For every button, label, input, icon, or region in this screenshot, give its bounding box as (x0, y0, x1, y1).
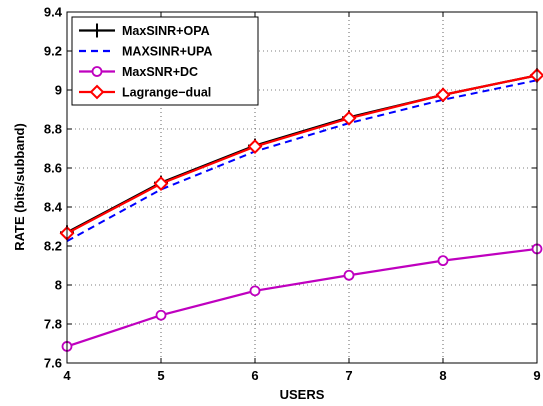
data-point-lagrange-dual (153, 176, 169, 192)
x-tick-label: 5 (157, 368, 164, 383)
legend-label-maxsinr-upa: MAXSINR+UPA (122, 45, 212, 59)
series-line-maxsnr-dc (66, 247, 538, 348)
data-point-lagrange-dual (341, 110, 357, 126)
x-tick-label: 9 (533, 368, 540, 383)
data-point-maxsnr-dc (249, 285, 261, 297)
plot-frame (66, 11, 538, 364)
legend-marker-maxsnr-dc (91, 66, 103, 77)
y-axis-title: RATE (bits/subband) (12, 123, 27, 251)
series-line-maxsinr-upa (66, 79, 538, 243)
x-tick-label: 4 (63, 368, 71, 383)
x-tick-label: 8 (439, 368, 446, 383)
legend-label-maxsnr-dc: MaxSNR+DC (122, 65, 198, 79)
series-line-lagrange-dual (66, 74, 538, 235)
legend-marker-lagrange-dual (89, 84, 105, 100)
y-tick-label: 9.4 (44, 5, 63, 20)
y-tick-label: 8 (55, 278, 62, 293)
series-lines (59, 67, 543, 352)
y-tick-label: 8.8 (44, 122, 62, 137)
y-tick-label: 8.6 (44, 161, 62, 176)
legend-label-maxsinr-opa: MaxSINR+OPA (122, 24, 210, 38)
y-tick-label: 8.2 (44, 239, 62, 254)
y-tick-label: 9.2 (44, 44, 62, 59)
legend: MaxSINR+OPA MAXSINR+UPA MaxSNR+DC Lagrange−… (71, 16, 259, 106)
grid (67, 12, 537, 363)
data-point-maxsnr-dc (343, 269, 355, 281)
legend-marker-maxsinr-opa (90, 23, 104, 38)
x-tick-label: 7 (345, 368, 352, 383)
data-point-maxsnr-dc (155, 309, 167, 321)
data-point-lagrange-dual (435, 87, 451, 103)
x-axis-title: USERS (280, 387, 325, 402)
y-tick-label: 9 (55, 83, 62, 98)
x-tick-label: 6 (251, 368, 258, 383)
y-tick-label: 7.6 (44, 356, 62, 371)
axis-ticks: 4 5 6 7 8 9 7.6 7.8 8 8.2 8.4 8.6 8.8 9 9.2 9.4 (44, 5, 541, 384)
y-tick-label: 8.4 (44, 200, 63, 215)
data-point-maxsnr-dc (437, 255, 449, 267)
y-tick-label: 7.8 (44, 317, 62, 332)
legend-box (71, 16, 259, 106)
legend-label-lagrange-dual: Lagrange−dual (122, 86, 211, 100)
data-point-lagrange-dual (247, 139, 263, 154)
